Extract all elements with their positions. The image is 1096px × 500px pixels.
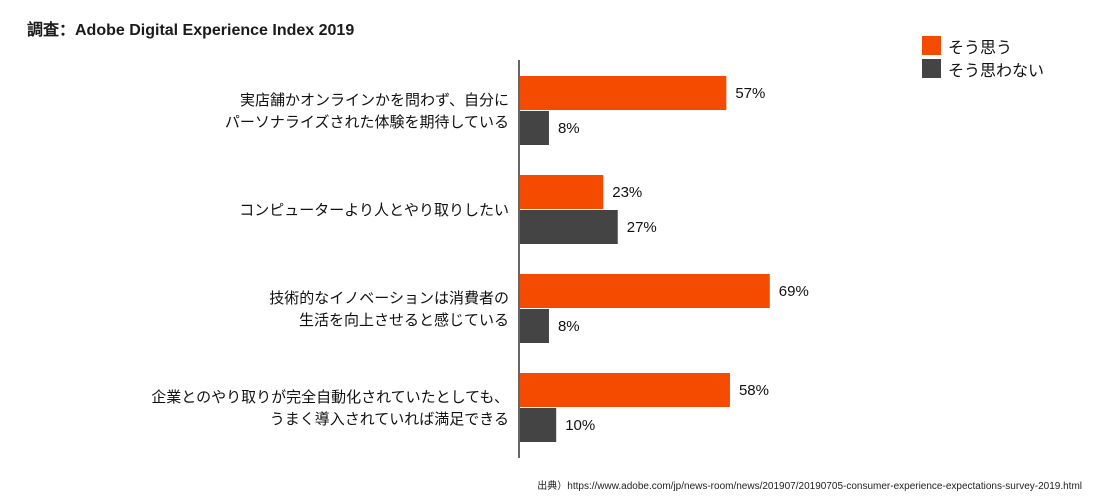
data-label-disagree-4: 10% (565, 417, 595, 434)
bar-disagree-2 (520, 210, 618, 244)
legend-label-disagree: そう思わない (948, 60, 1045, 80)
bar-chart: 57% 8% 23% 27% 69% 8% 58% 10% (518, 60, 809, 458)
bar-disagree-4 (520, 408, 557, 442)
data-label-agree-4: 58% (739, 382, 769, 399)
category-label-line: パーソナライズされた体験を期待している (224, 112, 509, 131)
legend-swatch-agree (922, 36, 941, 55)
data-label-agree-1: 57% (735, 85, 765, 102)
legend-swatch-disagree (922, 59, 941, 78)
data-label-disagree-3: 8% (558, 318, 580, 335)
category-label-3: 技術的なイノベーションは消費者の生活を向上させると感じている (269, 287, 509, 331)
category-label-line: 生活を向上させると感じている (298, 310, 509, 329)
bar-disagree-3 (520, 309, 549, 343)
bar-agree-4 (520, 373, 730, 407)
category-label-line: うまく導入されていれば満足できる (269, 409, 509, 428)
chart-title: 調査：Adobe Digital Experience Index 2019 (27, 22, 355, 39)
category-label-line: 企業とのやり取りが完全自動化されていたとしても、 (151, 387, 509, 406)
bar-agree-1 (520, 76, 727, 110)
source-citation: 出典）https://www.adobe.com/jp/news-room/ne… (537, 481, 1082, 492)
legend: そう思う そう思わない (922, 34, 1044, 80)
category-label-line: 技術的なイノベーションは消費者の (269, 288, 509, 307)
category-label-2: コンピューターより人とやり取りしたい (239, 199, 509, 221)
bar-agree-3 (520, 274, 770, 308)
data-label-disagree-1: 8% (558, 120, 580, 137)
data-label-disagree-2: 27% (627, 219, 657, 236)
data-label-agree-2: 23% (612, 184, 642, 201)
legend-label-agree: そう思う (948, 37, 1013, 57)
category-label-1: 実店舗かオンラインかを問わず、自分にパーソナライズされた体験を期待している (225, 89, 509, 133)
category-label-line: 実店舗かオンラインかを問わず、自分に (240, 90, 509, 109)
legend-item-agree: そう思う (922, 34, 1044, 57)
category-label-line: コンピューターより人とやり取りしたい (239, 200, 509, 219)
bar-agree-2 (520, 175, 604, 209)
category-label-4: 企業とのやり取りが完全自動化されていたとしても、うまく導入されていれば満足できる (151, 386, 509, 430)
bar-disagree-1 (520, 111, 549, 145)
data-label-agree-3: 69% (779, 283, 809, 300)
legend-item-disagree: そう思わない (922, 57, 1044, 80)
